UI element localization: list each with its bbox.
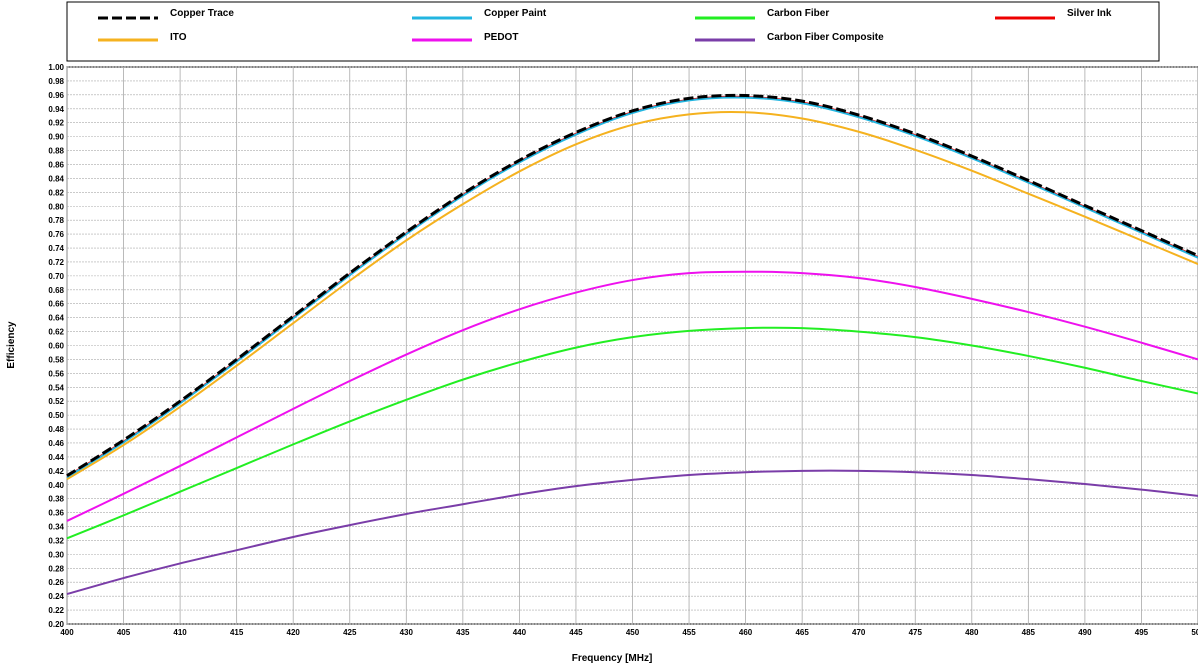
- legend-label: Copper Trace: [170, 8, 234, 19]
- series-line-carbon-fiber-composite: [66, 469, 1198, 596]
- y-axis-title: Efficiency: [6, 321, 17, 369]
- series-line-carbon-fiber: [66, 326, 1198, 540]
- series-line-copper-paint: [66, 96, 1198, 478]
- y-tick-label: 0.32: [48, 536, 64, 545]
- y-tick-label: 0.38: [48, 495, 64, 504]
- y-tick-label: 0.92: [48, 119, 64, 128]
- y-tick-label: 0.70: [48, 272, 64, 281]
- x-tick-label: 455: [682, 628, 696, 637]
- x-tick-label: 480: [965, 628, 979, 637]
- grid: [66, 66, 1198, 625]
- y-tick-label: 0.40: [48, 481, 64, 490]
- x-tick-label: 490: [1078, 628, 1092, 637]
- x-axis-title: Frequency [MHz]: [572, 653, 653, 664]
- y-tick-label: 0.34: [48, 523, 64, 532]
- y-tick-label: 0.94: [48, 105, 64, 114]
- x-tick-label: 460: [739, 628, 753, 637]
- y-tick-label: 0.62: [48, 328, 64, 337]
- y-tick-label: 0.30: [48, 550, 64, 559]
- y-tick-label: 0.76: [48, 230, 64, 239]
- legend-box: [66, 1, 1160, 62]
- x-tick-label: 465: [795, 628, 809, 637]
- y-tick-label: 0.78: [48, 216, 64, 225]
- x-tick-label: 425: [343, 628, 357, 637]
- y-tick-label: 0.58: [48, 355, 64, 364]
- y-tick-label: 0.52: [48, 397, 64, 406]
- series-line-pedot: [66, 270, 1198, 522]
- series-group: [66, 93, 1198, 596]
- y-tick-label: 0.22: [48, 606, 64, 615]
- y-tick-label: 0.24: [48, 592, 64, 601]
- y-tick-label: 0.56: [48, 369, 64, 378]
- y-tick-label: 0.64: [48, 314, 64, 323]
- x-tick-label: 470: [852, 628, 866, 637]
- y-tick-label: 0.26: [48, 578, 64, 587]
- x-tick-label: 430: [400, 628, 414, 637]
- x-tick-label: 435: [456, 628, 470, 637]
- y-tick-label: 0.36: [48, 509, 64, 518]
- y-tick-label: 0.82: [48, 188, 64, 197]
- y-tick-label: 0.44: [48, 453, 64, 462]
- y-tick-label: 0.46: [48, 439, 64, 448]
- y-tick-labels: 0.20 0.22 0.24 0.26 0.28 0.30 0.32 0.34 0.36 0.38…: [48, 63, 64, 629]
- y-tick-label: 0.86: [48, 160, 64, 169]
- x-tick-label: 475: [909, 628, 923, 637]
- x-tick-label: 415: [230, 628, 244, 637]
- x-tick-label: 410: [173, 628, 187, 637]
- x-tick-label: 445: [569, 628, 583, 637]
- y-tick-label: 0.74: [48, 244, 64, 253]
- y-tick-label: 0.28: [48, 564, 64, 573]
- legend-label: Carbon Fiber: [767, 8, 829, 19]
- y-tick-label: 0.60: [48, 342, 64, 351]
- y-tick-label: 0.80: [48, 202, 64, 211]
- y-tick-label: 0.90: [48, 133, 64, 142]
- y-tick-label: 0.48: [48, 425, 64, 434]
- legend-label: PEDOT: [484, 32, 518, 43]
- plot-area: 0.20 0.22 0.24 0.26 0.28 0.30 0.32 0.34 0.36 0.38…: [48, 63, 1198, 637]
- x-tick-label: 495: [1135, 628, 1149, 637]
- x-tick-label: 450: [626, 628, 640, 637]
- y-tick-label: 0.20: [48, 620, 64, 629]
- legend: Copper Trace Copper Paint Carbon Fiber Silv…: [98, 8, 1112, 43]
- x-tick-label: 420: [287, 628, 301, 637]
- y-tick-label: 1.00: [48, 63, 64, 72]
- y-tick-label: 0.66: [48, 300, 64, 309]
- x-tick-label: 485: [1022, 628, 1036, 637]
- x-tick-label: 405: [117, 628, 131, 637]
- y-tick-label: 0.98: [48, 77, 64, 86]
- y-tick-label: 0.72: [48, 258, 64, 267]
- y-tick-label: 0.88: [48, 147, 64, 156]
- legend-label: ITO: [170, 32, 187, 43]
- y-tick-label: 0.54: [48, 383, 64, 392]
- y-tick-label: 0.50: [48, 411, 64, 420]
- y-tick-label: 0.96: [48, 91, 64, 100]
- series-line-ito: [66, 110, 1198, 481]
- x-tick-label: 400: [60, 628, 74, 637]
- legend-label: Copper Paint: [484, 8, 547, 19]
- legend-label: Silver Ink: [1067, 8, 1112, 19]
- y-tick-label: 0.42: [48, 467, 64, 476]
- y-tick-label: 0.68: [48, 286, 64, 295]
- series-line-copper-trace: [66, 93, 1198, 477]
- x-tick-label: 440: [513, 628, 527, 637]
- y-tick-label: 0.84: [48, 174, 64, 183]
- legend-label: Carbon Fiber Composite: [767, 32, 884, 43]
- x-tick-labels: 400 405 410 415 420 425 430 435 440 445 450 455 460 4…: [60, 628, 1198, 637]
- x-tick-label: 500: [1191, 628, 1198, 637]
